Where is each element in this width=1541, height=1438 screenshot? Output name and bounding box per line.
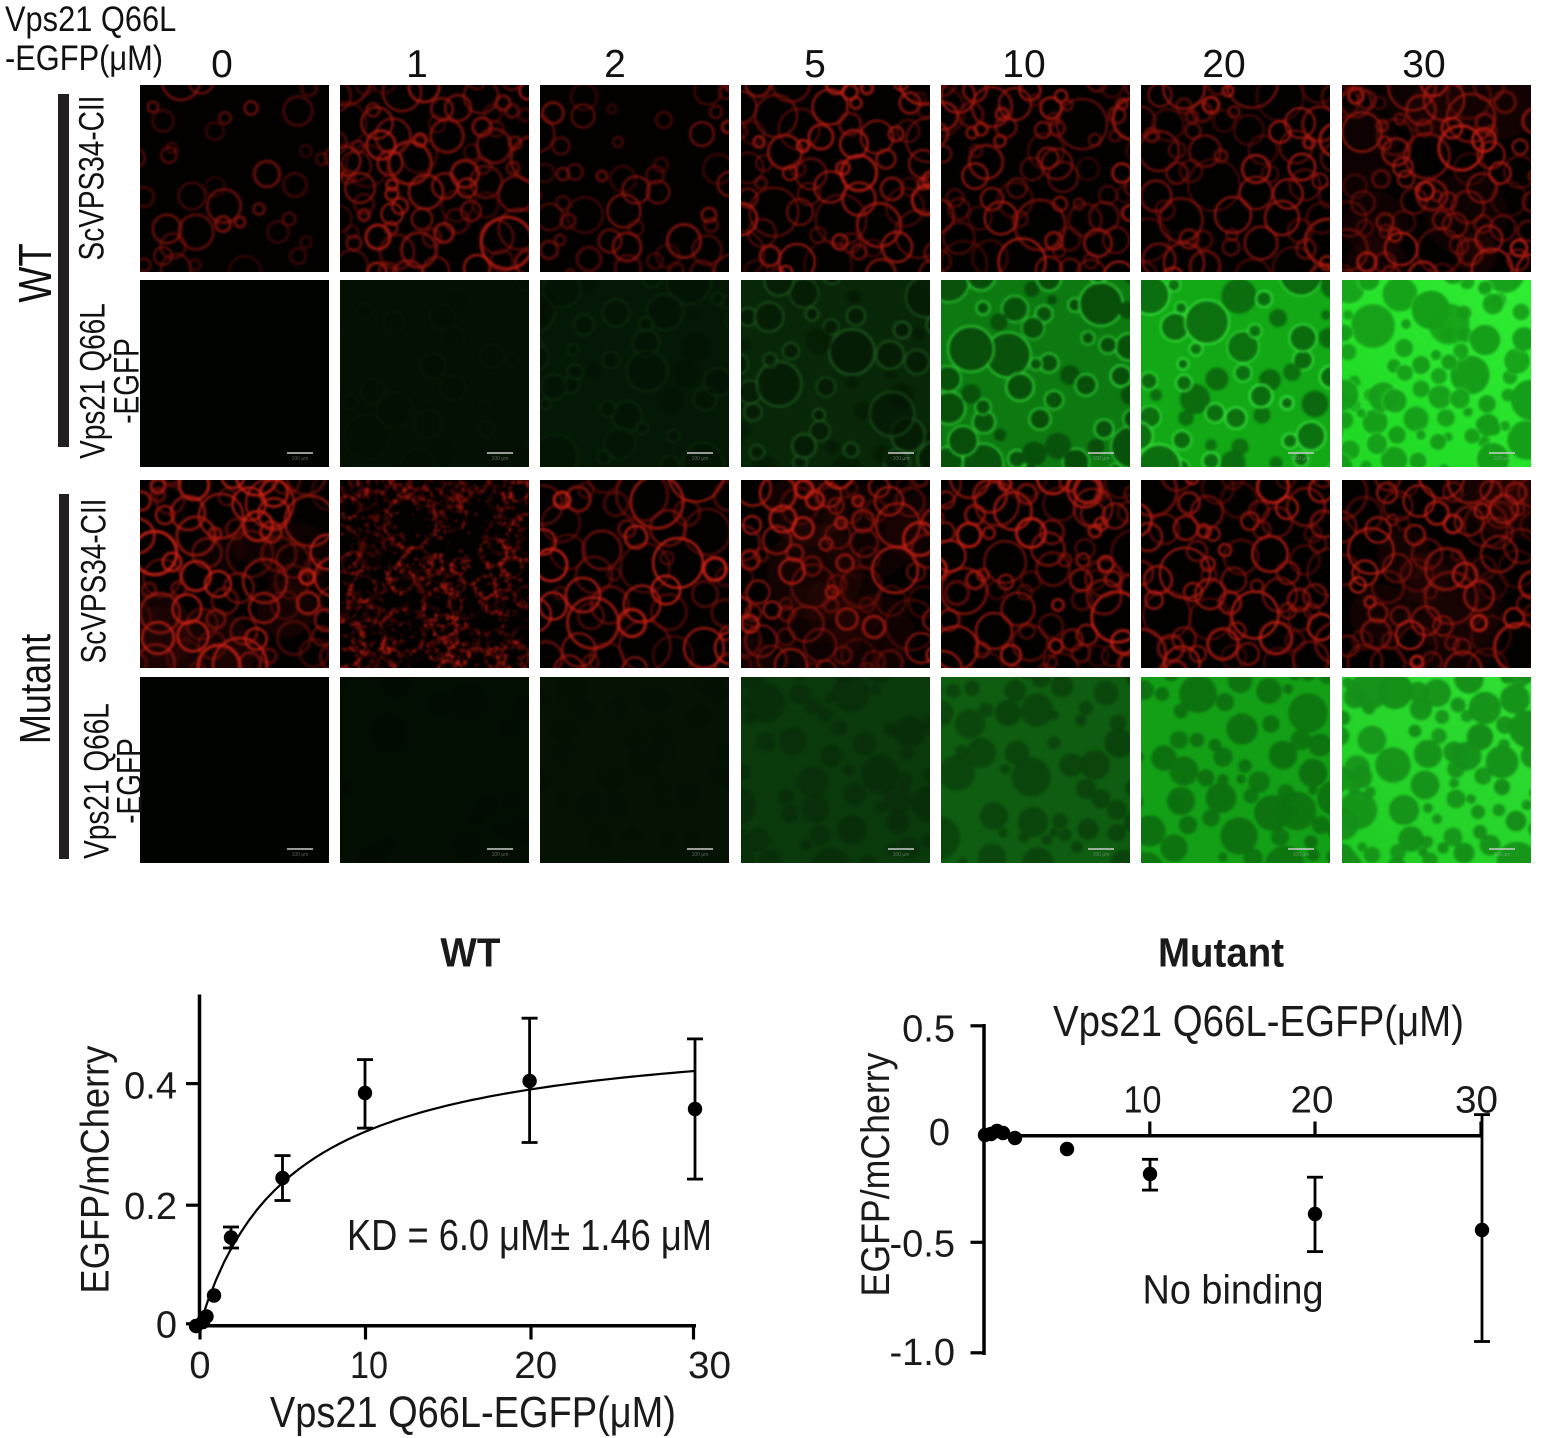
- svg-text:0.2: 0.2: [124, 1186, 177, 1228]
- svg-text:100 μm: 100 μm: [292, 852, 309, 858]
- svg-text:-1.0: -1.0: [890, 1332, 955, 1374]
- svg-text:Mutant: Mutant: [1158, 930, 1284, 976]
- svg-text:100 μm: 100 μm: [492, 852, 509, 858]
- svg-text:100 μm: 100 μm: [1494, 456, 1511, 462]
- svg-text:0.5: 0.5: [902, 1009, 955, 1051]
- svg-text:-0.5: -0.5: [890, 1223, 955, 1265]
- svg-text:30: 30: [688, 1345, 731, 1387]
- svg-text:100 μm: 100 μm: [692, 852, 709, 858]
- svg-text:100 μm: 100 μm: [893, 456, 910, 462]
- svg-text:Vps21 Q66L-EGFP(μM): Vps21 Q66L-EGFP(μM): [1053, 997, 1464, 1046]
- svg-text:Vps21 Q66L-EGFP(μM): Vps21 Q66L-EGFP(μM): [270, 1388, 676, 1437]
- svg-text:0: 0: [156, 1304, 177, 1346]
- svg-text:EGFP/mCherry: EGFP/mCherry: [854, 1053, 898, 1297]
- svg-text:10: 10: [1124, 1080, 1162, 1122]
- svg-text:100 μm: 100 μm: [1494, 852, 1511, 858]
- svg-text:100 μm: 100 μm: [692, 456, 709, 462]
- svg-text:20: 20: [1291, 1080, 1334, 1122]
- svg-text:0.4: 0.4: [124, 1066, 177, 1108]
- svg-text:100 μm: 100 μm: [1293, 456, 1310, 462]
- svg-text:100 μm: 100 μm: [1093, 456, 1110, 462]
- svg-text:KD = 6.0 μM± 1.46 μM: KD = 6.0 μM± 1.46 μM: [347, 1211, 712, 1260]
- svg-text:100 μm: 100 μm: [292, 456, 309, 462]
- svg-text:100 μm: 100 μm: [1293, 852, 1310, 858]
- svg-text:0: 0: [189, 1345, 210, 1387]
- svg-text:100 μm: 100 μm: [492, 456, 509, 462]
- svg-text:10: 10: [350, 1345, 388, 1387]
- svg-text:20: 20: [514, 1345, 557, 1387]
- svg-text:100 μm: 100 μm: [893, 852, 910, 858]
- svg-text:0: 0: [929, 1112, 950, 1154]
- svg-text:EGFP/mCherry: EGFP/mCherry: [74, 1046, 118, 1294]
- svg-text:No binding: No binding: [1143, 1267, 1324, 1313]
- svg-text:100 μm: 100 μm: [1093, 852, 1110, 858]
- svg-text:WT: WT: [440, 929, 500, 975]
